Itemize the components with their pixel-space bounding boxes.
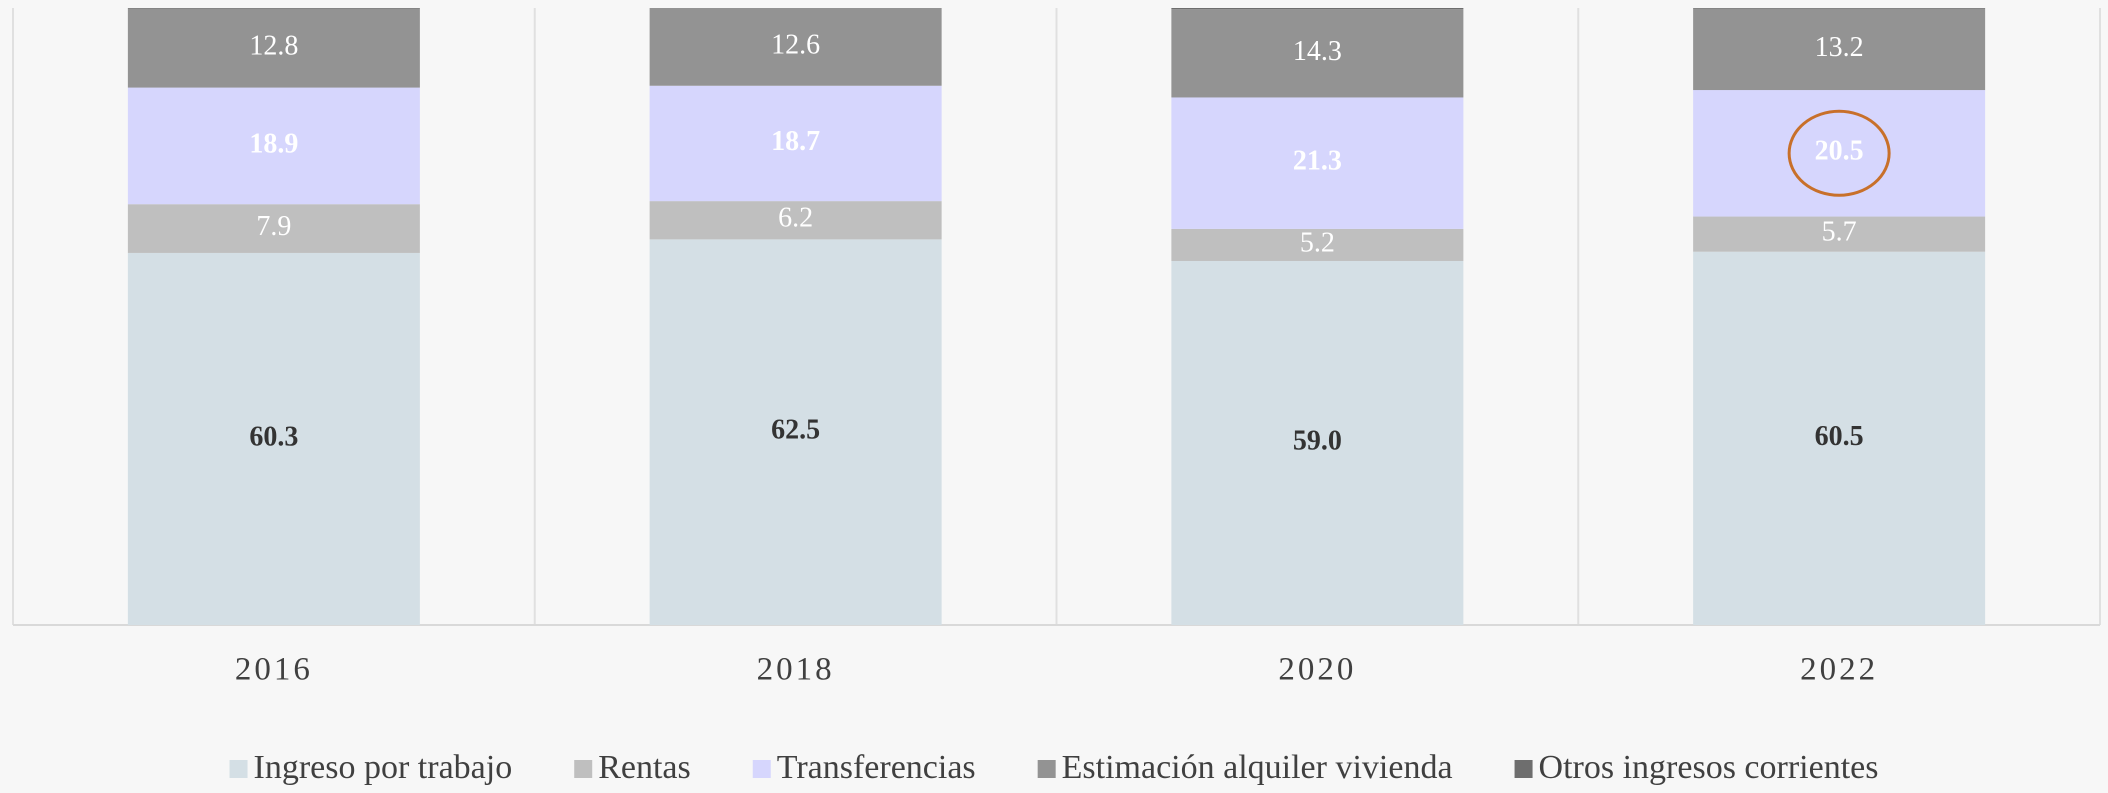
bar-segment <box>1171 228 1464 261</box>
bar-segment <box>1171 9 1464 98</box>
highlight-circle <box>1787 109 1891 197</box>
data-label: 59.0 <box>1293 425 1342 456</box>
data-label: 14.3 <box>1293 36 1342 67</box>
x-tick-label: 2018 <box>757 652 835 688</box>
x-tick-label: 2020 <box>1278 652 1356 688</box>
data-label: 7.9 <box>256 211 291 242</box>
bar-segment <box>1693 8 1986 91</box>
bar-segment <box>649 8 942 86</box>
data-label: 12.6 <box>771 29 820 60</box>
data-label: 60.5 <box>1815 421 1864 452</box>
data-label: 18.7 <box>771 126 820 157</box>
legend-swatch <box>574 760 593 778</box>
legend-swatch <box>752 760 771 778</box>
data-label: 5.7 <box>1822 217 1857 248</box>
data-label: 13.2 <box>1815 32 1864 63</box>
bar-segment <box>1171 260 1464 625</box>
x-tick-label: 2022 <box>1800 652 1878 688</box>
bar-segment <box>649 239 942 625</box>
legend-swatch <box>1514 760 1533 778</box>
bar-segment <box>1171 8 1464 10</box>
data-label: 21.3 <box>1293 146 1342 177</box>
bar-segment <box>1171 97 1464 229</box>
legend-swatch <box>1037 760 1056 778</box>
bar-segment <box>127 8 420 88</box>
data-label: 18.9 <box>249 128 298 159</box>
x-tick-label: 2016 <box>235 652 313 688</box>
data-label: 12.8 <box>249 31 298 62</box>
legend-label: Ingreso por trabajo <box>254 749 513 786</box>
data-label: 5.2 <box>1300 227 1335 258</box>
bar-segment <box>1693 251 1986 625</box>
bar-segment <box>1693 216 1986 252</box>
legend-label: Otros ingresos corrientes <box>1539 749 1879 786</box>
legend-label: Transferencias <box>777 749 976 786</box>
data-label: 60.3 <box>249 421 298 452</box>
bar-segment <box>1693 8 1986 9</box>
bar-segment <box>649 201 942 240</box>
bar-segment <box>127 252 420 625</box>
data-label: 6.2 <box>778 203 813 234</box>
data-label: 62.5 <box>771 415 820 446</box>
bar-segment <box>649 85 942 202</box>
legend-swatch <box>229 760 248 778</box>
bar-segment <box>127 8 420 9</box>
legend-label: Estimación alquiler vivienda <box>1062 749 1453 786</box>
bar-segment <box>127 87 420 205</box>
data-label: 20.5 <box>1815 136 1864 167</box>
bar-segment <box>127 204 420 253</box>
legend-label: Rentas <box>598 749 691 786</box>
